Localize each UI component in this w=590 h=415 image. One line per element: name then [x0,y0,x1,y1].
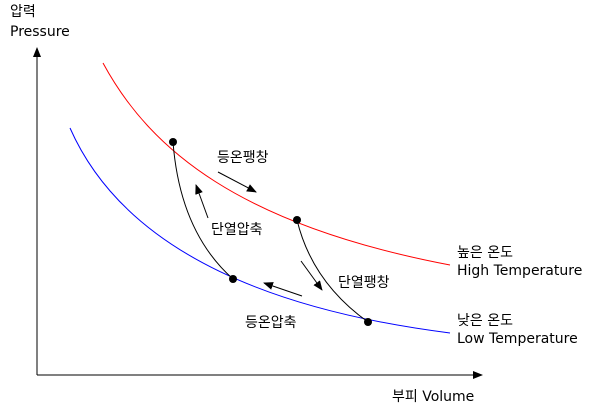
x-axis-label: 부피 Volume [392,389,474,405]
high-temperature-curve [102,62,451,266]
y-axis-label: 압력 [10,4,36,20]
process-label: 단열압축 [211,222,263,238]
arrow [217,171,257,193]
arrow [300,260,323,291]
arrow [263,282,303,297]
curve-label: Low Temperature [457,331,578,347]
state-point [293,216,301,224]
process-label: 등온압축 [245,315,297,331]
curve-label: 낮은 온도 [457,313,513,329]
curve-label: 높은 온도 [457,245,513,261]
y-axis-label: Pressure [10,24,70,40]
curve-label: High Temperature [457,263,582,279]
state-point [364,318,372,326]
process-label: 등온팽창 [217,150,269,166]
state-point [169,138,177,146]
process-label: 단열팽창 [338,275,390,291]
state-point [229,275,237,283]
adiabatic-curve [172,141,234,280]
arrow [195,184,209,219]
adiabatic-curve [296,219,369,323]
